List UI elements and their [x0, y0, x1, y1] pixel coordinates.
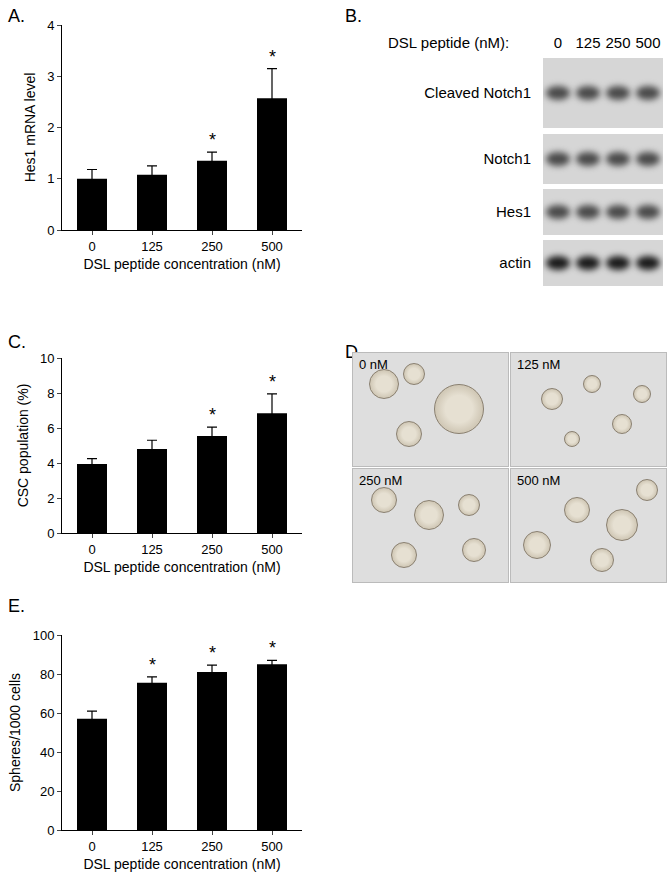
svg-text:60: 60	[40, 706, 54, 721]
svg-text:0: 0	[88, 839, 95, 854]
svg-text:500: 500	[261, 839, 283, 854]
svg-text:500: 500	[261, 542, 283, 557]
svg-text:20: 20	[40, 784, 54, 799]
svg-text:*: *	[209, 130, 216, 150]
svg-text:*: *	[149, 655, 156, 675]
html-text:0: 0	[553, 34, 563, 51]
svg-text:80: 80	[40, 667, 54, 682]
svg-text:4: 4	[47, 18, 54, 33]
svg-text:0: 0	[88, 239, 95, 254]
html-text:500 nM: 500 nM	[517, 473, 561, 488]
svg-text:Hes1 mRNA level: Hes1 mRNA level	[22, 73, 38, 183]
html-text:Notch1: Notch1	[483, 150, 531, 167]
svg-text:10: 10	[40, 351, 54, 366]
svg-text:0: 0	[47, 223, 54, 238]
html-text:Cleaved Notch1: Cleaved Notch1	[424, 84, 531, 101]
html-text:125 nM: 125 nM	[517, 357, 561, 372]
svg-text:0: 0	[47, 823, 54, 838]
svg-text:500: 500	[261, 239, 283, 254]
svg-text:250: 250	[201, 239, 223, 254]
svg-text:125: 125	[141, 839, 163, 854]
svg-text:8: 8	[47, 386, 54, 401]
html-text:DSL peptide (nM):: DSL peptide (nM):	[388, 34, 510, 51]
html-text:Hes1: Hes1	[496, 203, 531, 220]
svg-text:*: *	[269, 47, 276, 67]
svg-text:100: 100	[33, 628, 55, 643]
svg-text:*: *	[209, 405, 216, 425]
html-text:D.: D.	[345, 342, 363, 362]
svg-text:DSL peptide concentration (nM): DSL peptide concentration (nM)	[83, 256, 280, 272]
html-text:C.: C.	[8, 332, 26, 352]
svg-text:6: 6	[47, 421, 54, 436]
svg-text:250: 250	[201, 839, 223, 854]
html-text:A.: A.	[8, 6, 25, 26]
svg-text:1: 1	[47, 171, 54, 186]
svg-text:2: 2	[47, 491, 54, 506]
svg-text:2: 2	[47, 120, 54, 135]
html-text:B.: B.	[345, 6, 362, 26]
svg-text:*: *	[269, 372, 276, 392]
svg-text:125: 125	[141, 542, 163, 557]
svg-text:250: 250	[201, 542, 223, 557]
html-text:E.: E.	[8, 596, 25, 616]
svg-text:*: *	[269, 638, 276, 658]
svg-text:0: 0	[88, 542, 95, 557]
svg-text:Spheres/1000 cells: Spheres/1000 cells	[7, 673, 23, 792]
svg-text:3: 3	[47, 69, 54, 84]
html-text:125 250 500: 125 250 500	[575, 34, 661, 51]
svg-text:DSL peptide concentration (nM): DSL peptide concentration (nM)	[83, 559, 280, 575]
svg-text:0: 0	[47, 526, 54, 541]
html-text:actin: actin	[499, 254, 531, 271]
svg-text:CSC population (%): CSC population (%)	[15, 384, 31, 508]
html-text:250 nM: 250 nM	[359, 473, 403, 488]
svg-text:*: *	[209, 643, 216, 663]
html-text:0 nM: 0 nM	[359, 357, 388, 372]
svg-text:DSL peptide concentration (nM): DSL peptide concentration (nM)	[83, 856, 280, 872]
svg-text:4: 4	[47, 456, 54, 471]
svg-text:125: 125	[141, 239, 163, 254]
svg-text:40: 40	[40, 745, 54, 760]
